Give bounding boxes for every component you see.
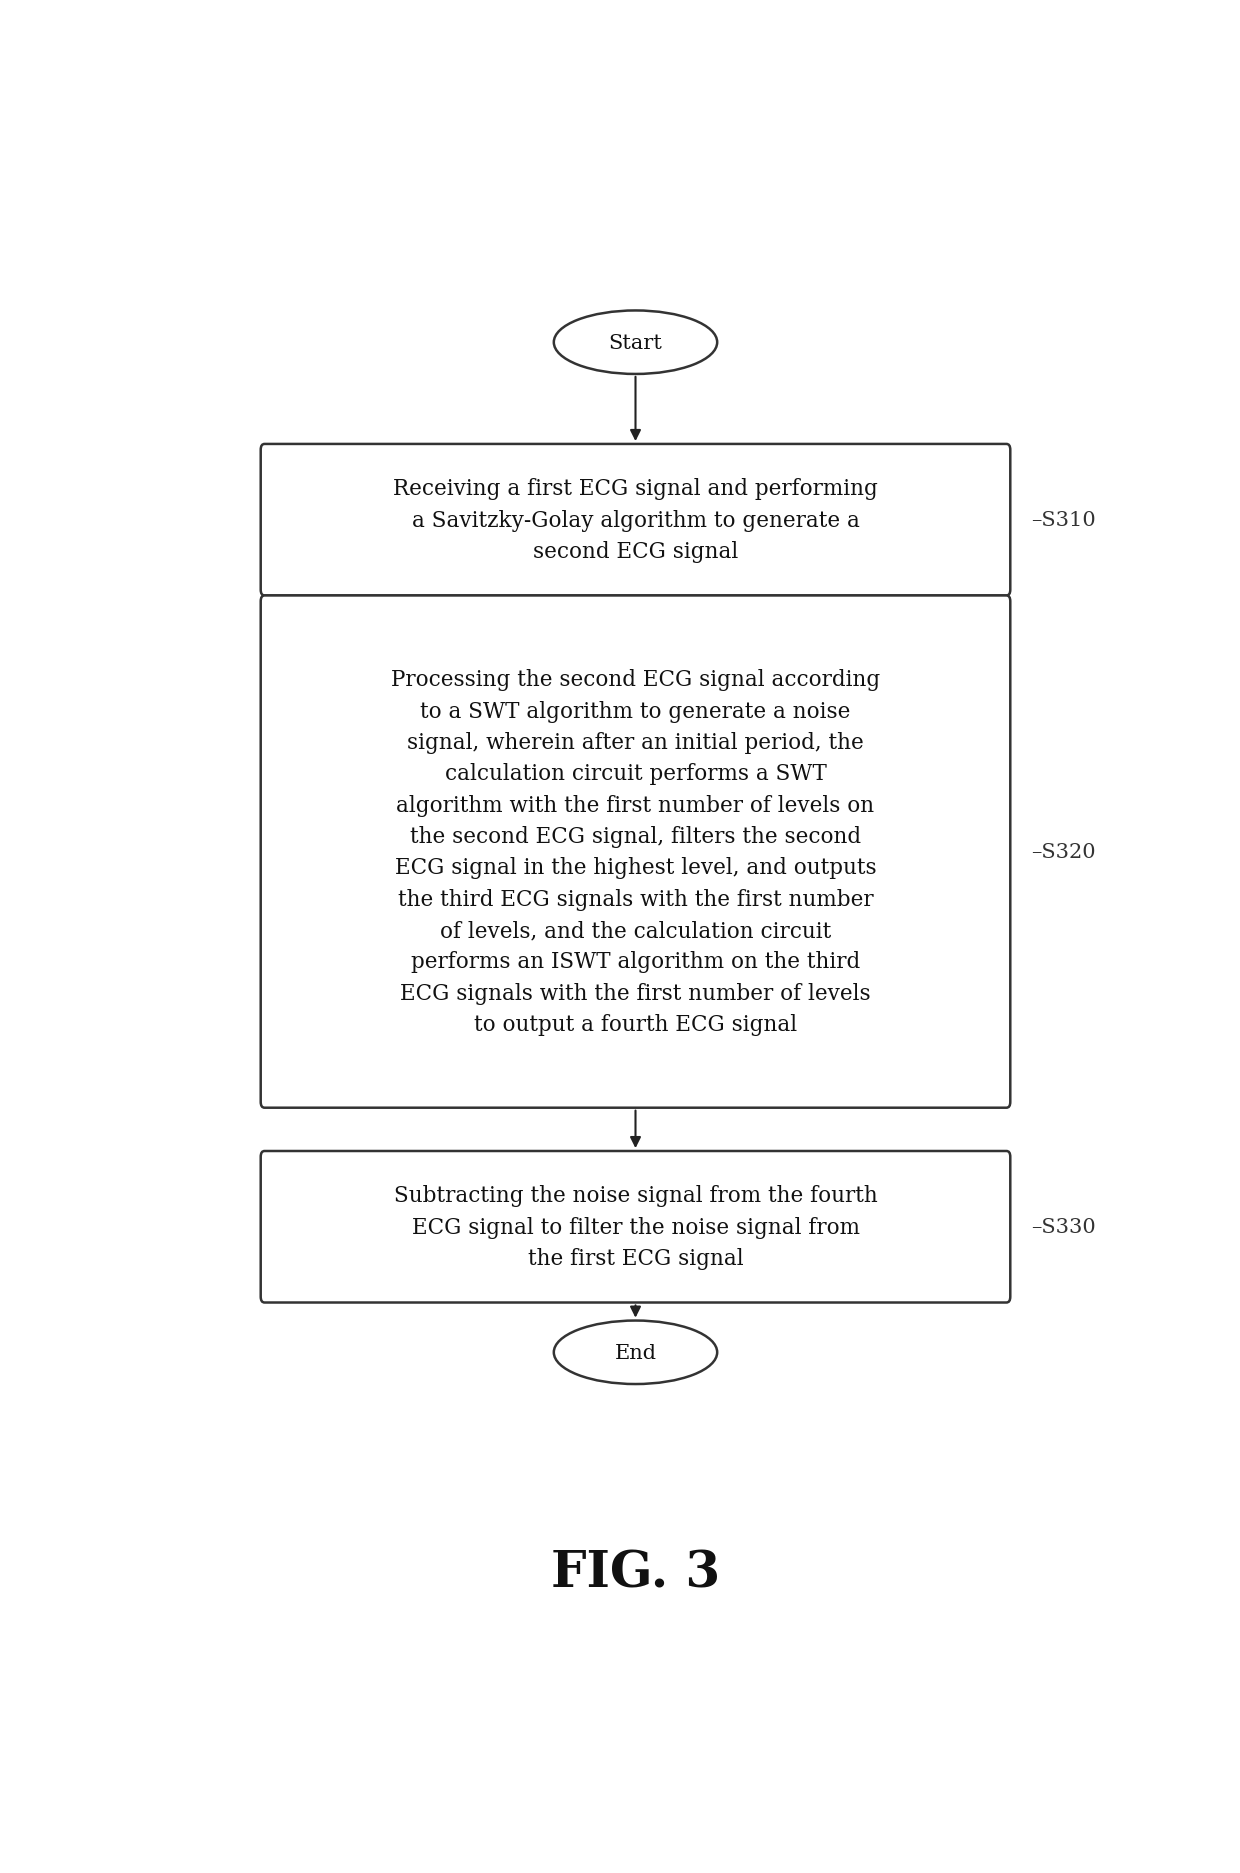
Text: End: End (615, 1343, 656, 1362)
Ellipse shape (554, 1320, 717, 1384)
Text: FIG. 3: FIG. 3 (551, 1549, 720, 1598)
FancyBboxPatch shape (260, 1152, 1011, 1304)
Text: Subtracting the noise signal from the fourth
ECG signal to filter the noise sign: Subtracting the noise signal from the fo… (393, 1186, 878, 1270)
Text: –S320: –S320 (1032, 843, 1096, 862)
Text: –S330: –S330 (1032, 1217, 1096, 1236)
Text: Start: Start (609, 333, 662, 352)
FancyBboxPatch shape (260, 444, 1011, 596)
Ellipse shape (554, 311, 717, 375)
Text: –S310: –S310 (1032, 511, 1096, 530)
FancyBboxPatch shape (260, 596, 1011, 1109)
Text: Processing the second ECG signal according
to a SWT algorithm to generate a nois: Processing the second ECG signal accordi… (391, 669, 880, 1036)
Text: Receiving a first ECG signal and performing
a Savitzky-Golay algorithm to genera: Receiving a first ECG signal and perform… (393, 478, 878, 562)
